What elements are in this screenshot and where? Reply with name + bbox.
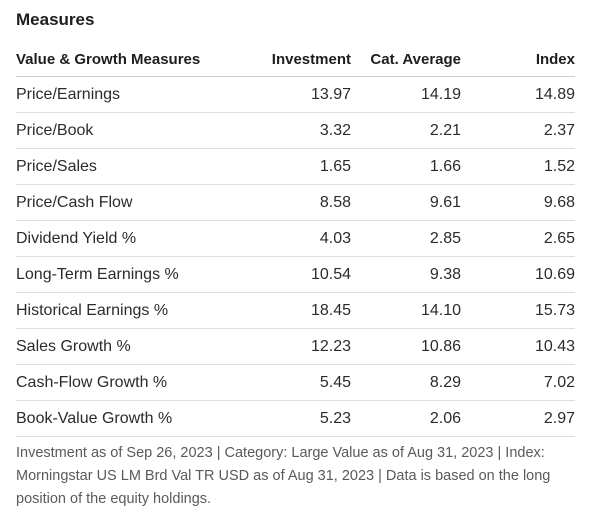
cat-average-value: 2.21	[351, 112, 461, 149]
investment-value: 10.54	[224, 256, 351, 293]
table-row: Price/Sales 1.65 1.66 1.52	[16, 148, 575, 185]
index-value: 15.73	[461, 292, 575, 329]
investment-value: 3.32	[224, 112, 351, 149]
cat-average-value: 14.19	[351, 76, 461, 113]
cat-average-value: 2.06	[351, 400, 461, 437]
table-row: Price/Earnings 13.97 14.19 14.89	[16, 76, 575, 113]
investment-value: 4.03	[224, 220, 351, 257]
cat-average-value: 2.85	[351, 220, 461, 257]
row-label: Price/Earnings	[16, 76, 224, 113]
column-header-cat-average: Cat. Average	[351, 42, 461, 77]
column-header-investment: Investment	[224, 42, 351, 77]
investment-value: 1.65	[224, 148, 351, 185]
investment-value: 12.23	[224, 328, 351, 365]
index-value: 10.69	[461, 256, 575, 293]
index-value: 2.97	[461, 400, 575, 437]
index-value: 9.68	[461, 184, 575, 221]
row-label: Long-Term Earnings %	[16, 256, 224, 293]
table-header-row: Value & Growth Measures Investment Cat. …	[16, 42, 575, 77]
row-label: Dividend Yield %	[16, 220, 224, 257]
cat-average-value: 9.61	[351, 184, 461, 221]
row-label: Book-Value Growth %	[16, 400, 224, 437]
table-row: Dividend Yield % 4.03 2.85 2.65	[16, 220, 575, 257]
table-row: Long-Term Earnings % 10.54 9.38 10.69	[16, 256, 575, 293]
row-label: Price/Sales	[16, 148, 224, 185]
table-row: Book-Value Growth % 5.23 2.06 2.97	[16, 400, 575, 437]
index-value: 1.52	[461, 148, 575, 185]
index-value: 2.37	[461, 112, 575, 149]
section-title: Measures	[16, 10, 95, 29]
cat-average-value: 14.10	[351, 292, 461, 329]
column-header-index: Index	[461, 42, 575, 77]
cat-average-value: 10.86	[351, 328, 461, 365]
measures-table: Value & Growth Measures Investment Cat. …	[16, 42, 575, 437]
index-value: 7.02	[461, 364, 575, 401]
footnote: Investment as of Sep 26, 2023 | Category…	[16, 445, 551, 507]
cat-average-value: 1.66	[351, 148, 461, 185]
row-label: Cash-Flow Growth %	[16, 364, 224, 401]
investment-value: 18.45	[224, 292, 351, 329]
column-header-measure: Value & Growth Measures	[16, 42, 224, 77]
row-label: Historical Earnings %	[16, 292, 224, 329]
index-value: 14.89	[461, 76, 575, 113]
row-label: Price/Cash Flow	[16, 184, 224, 221]
cat-average-value: 9.38	[351, 256, 461, 293]
investment-value: 5.23	[224, 400, 351, 437]
investment-value: 13.97	[224, 76, 351, 113]
table-row: Sales Growth % 12.23 10.86 10.43	[16, 328, 575, 365]
row-label: Sales Growth %	[16, 328, 224, 365]
cat-average-value: 8.29	[351, 364, 461, 401]
investment-value: 8.58	[224, 184, 351, 221]
index-value: 2.65	[461, 220, 575, 257]
index-value: 10.43	[461, 328, 575, 365]
row-label: Price/Book	[16, 112, 224, 149]
table-row: Historical Earnings % 18.45 14.10 15.73	[16, 292, 575, 329]
table-row: Price/Cash Flow 8.58 9.61 9.68	[16, 184, 575, 221]
investment-value: 5.45	[224, 364, 351, 401]
table-row: Price/Book 3.32 2.21 2.37	[16, 112, 575, 149]
table-row: Cash-Flow Growth % 5.45 8.29 7.02	[16, 364, 575, 401]
